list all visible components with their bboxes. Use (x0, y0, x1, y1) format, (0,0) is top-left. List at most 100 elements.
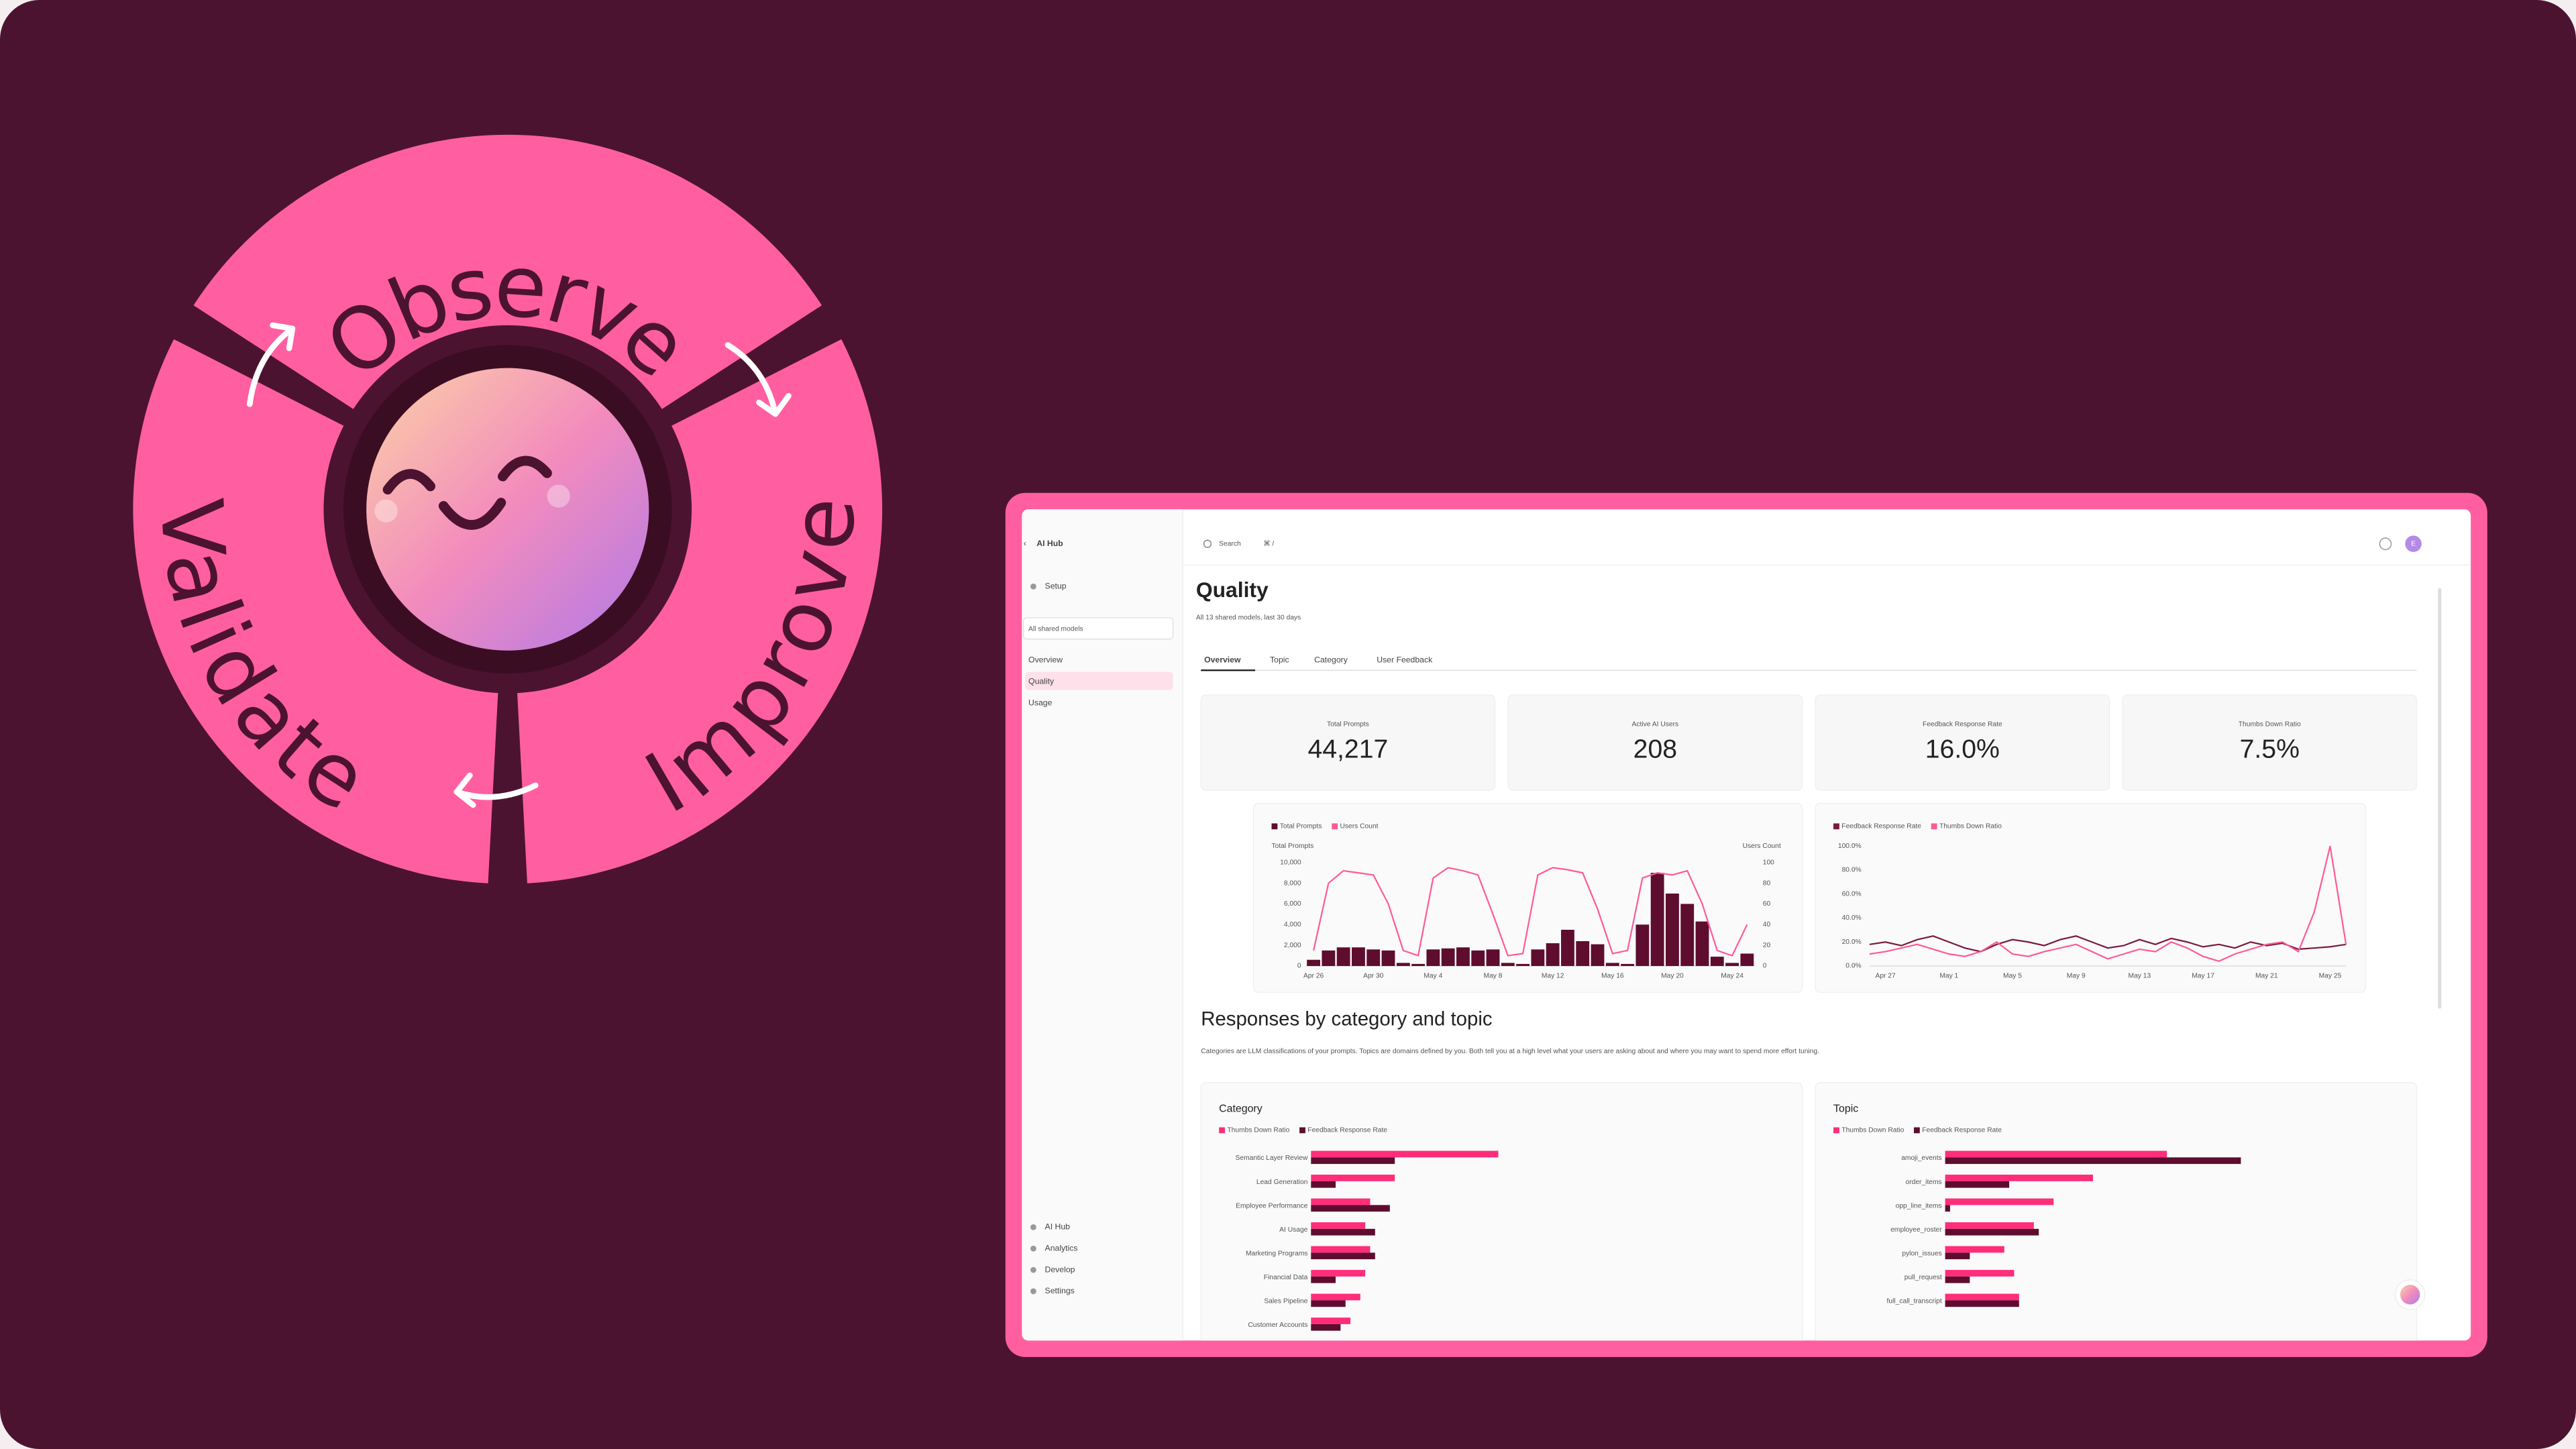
bar (1695, 921, 1709, 966)
bar (1311, 1252, 1375, 1260)
stat-label: Thumbs Down Ratio (2239, 721, 2301, 729)
x-tick-label: May 24 (1721, 972, 1743, 979)
bar (1311, 1181, 1336, 1188)
eye (382, 469, 435, 495)
y-tick-label: 40 (1763, 921, 1771, 928)
bar (1945, 1246, 2004, 1253)
y-tick-label: 4,000 (1284, 921, 1301, 928)
x-tick-label: May 21 (2255, 972, 2278, 979)
bar (1945, 1300, 2019, 1307)
legend-label: Feedback Response Rate (1307, 1127, 1387, 1134)
x-tick-label: May 12 (1542, 972, 1564, 979)
chat-icon[interactable] (2400, 1285, 2420, 1305)
bar (1945, 1228, 2039, 1236)
tab[interactable]: User Feedback (1377, 655, 1433, 665)
bar (1945, 1293, 2019, 1301)
bar (1381, 950, 1395, 966)
bar (1945, 1252, 1970, 1260)
y-tick-label: 80 (1763, 879, 1771, 887)
bar (1471, 950, 1485, 966)
nav-item[interactable]: Overview (1028, 655, 1063, 665)
nav-icons (1030, 583, 1036, 1295)
bar (1605, 963, 1619, 966)
bar (1311, 1276, 1336, 1283)
chart-card (1252, 802, 1803, 993)
nav-item[interactable]: AI Hub (1045, 1222, 1071, 1232)
y-tick-label: pull_request (1904, 1274, 1942, 1281)
y-tick-label: full_call_transcript (1887, 1297, 1942, 1305)
tab[interactable]: Overview (1204, 655, 1241, 665)
nav-item[interactable]: Setup (1045, 582, 1067, 591)
y-tick-label: 20 (1763, 942, 1771, 949)
nav-item[interactable]: Usage (1028, 698, 1053, 707)
y-tick-label: Lead Generation (1256, 1179, 1308, 1186)
stat-card (2122, 694, 2418, 791)
y-tick-label: Sales Pipeline (1264, 1297, 1307, 1305)
x-tick-label: May 9 (2067, 972, 2086, 979)
y-tick-label: 10,000 (1280, 859, 1301, 866)
bar (1311, 1300, 1346, 1307)
bar (1516, 963, 1529, 966)
back-arrow[interactable]: ‹ (1024, 539, 1026, 548)
legend-label: Thumbs Down Ratio (1841, 1127, 1904, 1134)
cycle-segment (517, 339, 883, 883)
y-tick-label: pylon_issues (1902, 1250, 1941, 1257)
chart-card (1815, 1082, 2418, 1341)
bar (1561, 930, 1574, 966)
stat-card (1200, 694, 1496, 791)
avatar[interactable] (2405, 535, 2422, 552)
avatar-initial: E (2411, 540, 2416, 547)
bar (1725, 963, 1739, 966)
stat-label: Feedback Response Rate (1923, 721, 2002, 729)
bar (1531, 949, 1545, 966)
nav-item[interactable]: Develop (1045, 1265, 1075, 1274)
stat-value: 7.5% (2240, 735, 2300, 764)
bar (1311, 1228, 1375, 1236)
bar (1311, 1270, 1366, 1277)
legend-label: Feedback Response Rate (1922, 1127, 2002, 1134)
eye (498, 455, 552, 482)
y-tick-label: 0 (1297, 963, 1301, 970)
stat-card (1507, 694, 1803, 791)
bar (1441, 948, 1455, 966)
bar (1311, 1150, 1499, 1158)
tab[interactable]: Topic (1270, 655, 1289, 665)
y-tick-label: AI Usage (1279, 1226, 1308, 1234)
bar (1945, 1222, 2034, 1229)
x-tick-label: Apr 27 (1875, 972, 1896, 979)
legend-swatch (1833, 823, 1839, 830)
bar (1311, 1175, 1395, 1181)
bar (1396, 963, 1410, 966)
y-tick-label: 0.0% (1845, 963, 1861, 970)
model-select-text[interactable]: All shared models (1028, 626, 1083, 633)
search[interactable]: Search (1219, 540, 1241, 547)
y-tick-label: 100 (1763, 859, 1774, 866)
smile (438, 498, 506, 530)
y-tick-label: 2,000 (1284, 942, 1301, 949)
y-tick-label: employee_roster (1890, 1226, 1942, 1234)
bar (1411, 963, 1425, 966)
tab[interactable]: Category (1314, 655, 1348, 665)
nav-item[interactable]: Analytics (1045, 1243, 1078, 1252)
cycle-segment (193, 134, 822, 409)
sidebar-title[interactable]: AI Hub (1036, 539, 1063, 548)
chart-title: Topic (1833, 1103, 1858, 1114)
bar (1576, 941, 1590, 966)
bar (1945, 1198, 2054, 1205)
nav-item[interactable]: Settings (1045, 1286, 1075, 1295)
bar (1650, 873, 1664, 966)
bar (1501, 963, 1515, 966)
y-tick-label: opp_line_items (1896, 1202, 1942, 1210)
bar (1945, 1205, 1950, 1212)
model-select[interactable] (1023, 617, 1174, 640)
bar (1710, 957, 1724, 966)
y-tick-label: 8,000 (1284, 879, 1301, 887)
nav-item[interactable]: Quality (1028, 677, 1055, 686)
nav-active (1025, 672, 1173, 690)
bar (1311, 1324, 1341, 1331)
line (1869, 935, 2347, 953)
y-tick-label: 60 (1763, 900, 1771, 908)
help-icon[interactable] (2379, 537, 2392, 550)
y-tick-label: Employee Performance (1236, 1202, 1308, 1210)
